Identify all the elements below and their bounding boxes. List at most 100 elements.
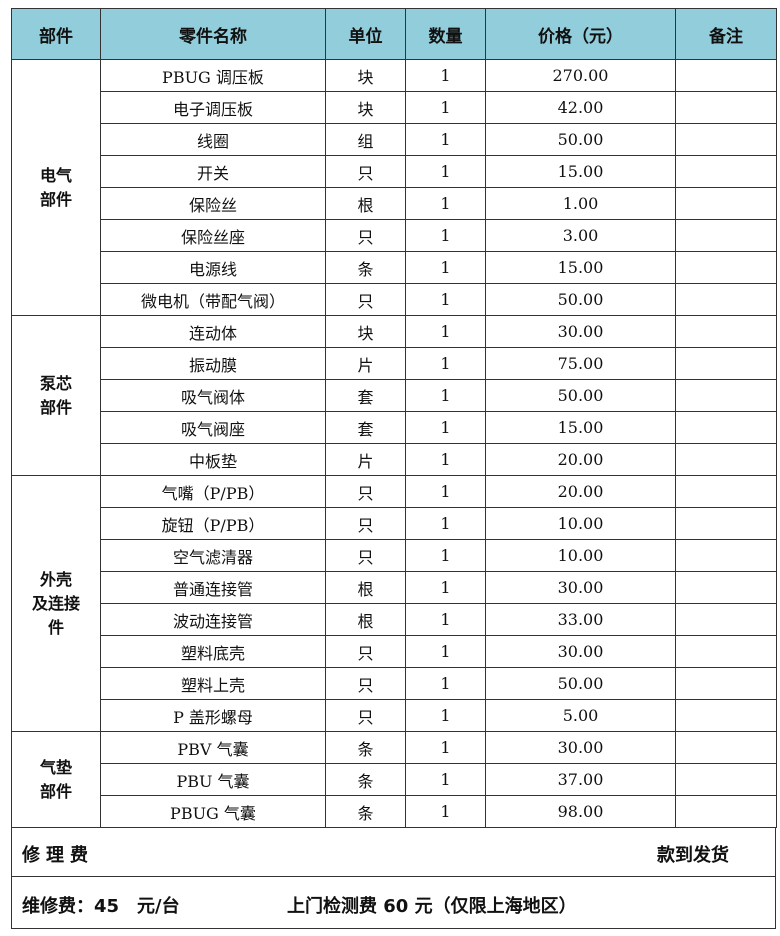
cell-price: 50.00 (485, 123, 676, 156)
cell-price: 42.00 (485, 91, 676, 124)
cell-unit: 条 (325, 795, 406, 828)
cell-name: 电源线 (100, 251, 326, 284)
cell-qty: 1 (405, 539, 486, 572)
group-label: 电气 部件 (11, 59, 101, 316)
cell-name: 中板垫 (100, 443, 326, 476)
cell-unit: 只 (325, 219, 406, 252)
cell-name: 保险丝座 (100, 219, 326, 252)
col-note: 备注 (675, 8, 777, 60)
table-row: 电气 部件 PBUG 调压板块 1 270.00 (11, 59, 777, 316)
cell-name: 振动膜 (100, 347, 326, 380)
cell-price: 30.00 (485, 571, 676, 604)
table-row: PBU 气囊条 1 37.00 (12, 763, 777, 796)
cell-unit: 条 (325, 251, 406, 284)
cell-note (675, 763, 777, 796)
table-row: 塑料底壳只 1 30.00 (12, 635, 777, 668)
cell-note (675, 91, 777, 124)
cell-note (675, 411, 777, 444)
cell-note (675, 443, 777, 476)
cell-name: 塑料底壳 (100, 635, 326, 668)
cell-note (675, 283, 777, 316)
cell-price: 15.00 (485, 411, 676, 444)
cell-name: 线圈 (100, 123, 326, 156)
cell-name: 保险丝 (100, 187, 326, 220)
cell-name: 气嘴（P/PB） (100, 475, 326, 508)
cell-qty: 1 (405, 315, 486, 348)
col-name: 零件名称 (100, 8, 326, 60)
cell-unit: 套 (325, 379, 406, 412)
cell-unit: 套 (325, 411, 406, 444)
cell-price: 15.00 (485, 251, 676, 284)
cell-qty: 1 (405, 251, 486, 284)
table-row: 旋钮（P/PB）只 1 10.00 (12, 507, 777, 540)
cell-name: 旋钮（P/PB） (100, 507, 326, 540)
table-row: 线圈组 1 50.00 (12, 123, 777, 156)
col-group: 部件 (11, 8, 101, 60)
cell-qty: 1 (405, 123, 486, 156)
cell-note (675, 731, 777, 764)
cell-price: 15.00 (485, 155, 676, 188)
cell-price: 33.00 (485, 603, 676, 636)
cell-name: 波动连接管 (100, 603, 326, 636)
table-row: P 盖形螺母只 1 5.00 (12, 699, 777, 732)
cell-note (675, 379, 777, 412)
cell-price: 30.00 (485, 315, 676, 348)
cell-qty: 1 (405, 571, 486, 604)
repair-fee: 维修费：45 元/台 (22, 896, 180, 917)
cell-price: 75.00 (485, 347, 676, 380)
table-row: 中板垫片 1 20.00 (12, 443, 777, 476)
cell-qty: 1 (405, 475, 486, 508)
table-row: 微电机（带配气阀）只 1 50.00 (12, 283, 777, 316)
repair-label: 修理费 (22, 845, 94, 866)
cell-name: P 盖形螺母 (100, 699, 326, 732)
cell-qty: 1 (405, 699, 486, 732)
table-row: 开关只 1 15.00 (12, 155, 777, 188)
cell-name: PBV 气囊 (100, 731, 326, 764)
cell-price: 270.00 (485, 59, 676, 92)
cell-note (675, 251, 777, 284)
cell-unit: 根 (325, 603, 406, 636)
cell-note (675, 635, 777, 668)
payment-note: 款到发货 (657, 845, 729, 866)
cell-price: 1.00 (485, 187, 676, 220)
cell-qty: 1 (405, 507, 486, 540)
cell-unit: 组 (325, 123, 406, 156)
table-row: 电子调压板块 1 42.00 (12, 91, 777, 124)
cell-name: 普通连接管 (100, 571, 326, 604)
table-header: 部件 零件名称 单位 数量 价格（元） 备注 (11, 8, 777, 60)
cell-qty: 1 (405, 603, 486, 636)
cell-unit: 块 (325, 91, 406, 124)
cell-unit: 只 (325, 699, 406, 732)
col-price: 价格（元） (485, 8, 676, 60)
cell-unit: 只 (325, 635, 406, 668)
cell-unit: 只 (325, 155, 406, 188)
cell-qty: 1 (405, 347, 486, 380)
cell-qty: 1 (405, 379, 486, 412)
cell-note (675, 347, 777, 380)
parts-table: 部件 零件名称 单位 数量 价格（元） 备注 电气 部件 PBUG 调压板块 1 27… (11, 8, 777, 828)
table-row: 振动膜片 1 75.00 (12, 347, 777, 380)
cell-unit: 块 (325, 59, 406, 92)
cell-unit: 根 (325, 571, 406, 604)
repair-fee-row: 修理费 款到发货 (11, 828, 776, 877)
cell-price: 50.00 (485, 283, 676, 316)
table-row: 普通连接管根 1 30.00 (12, 571, 777, 604)
cell-qty: 1 (405, 187, 486, 220)
table-row: 保险丝根 1 1.00 (12, 187, 777, 220)
price-list: 部件 零件名称 单位 数量 价格（元） 备注 电气 部件 PBUG 调压板块 1 27… (11, 8, 777, 929)
cell-name: 吸气阀座 (100, 411, 326, 444)
cell-name: 空气滤清器 (100, 539, 326, 572)
cell-unit: 条 (325, 763, 406, 796)
cell-unit: 块 (325, 315, 406, 348)
cell-unit: 条 (325, 731, 406, 764)
cell-price: 20.00 (485, 475, 676, 508)
table-row: 塑料上壳只 1 50.00 (12, 667, 777, 700)
fee-detail-row: 维修费：45 元/台 上门检测费 60 元（仅限上海地区） (11, 877, 776, 929)
cell-note (675, 475, 777, 508)
cell-unit: 只 (325, 475, 406, 508)
table-row: 吸气阀体套 1 50.00 (12, 379, 777, 412)
table-row: 空气滤清器只 1 10.00 (12, 539, 777, 572)
group-label: 气垫 部件 (11, 731, 101, 828)
cell-name: PBU 气囊 (100, 763, 326, 796)
cell-qty: 1 (405, 443, 486, 476)
